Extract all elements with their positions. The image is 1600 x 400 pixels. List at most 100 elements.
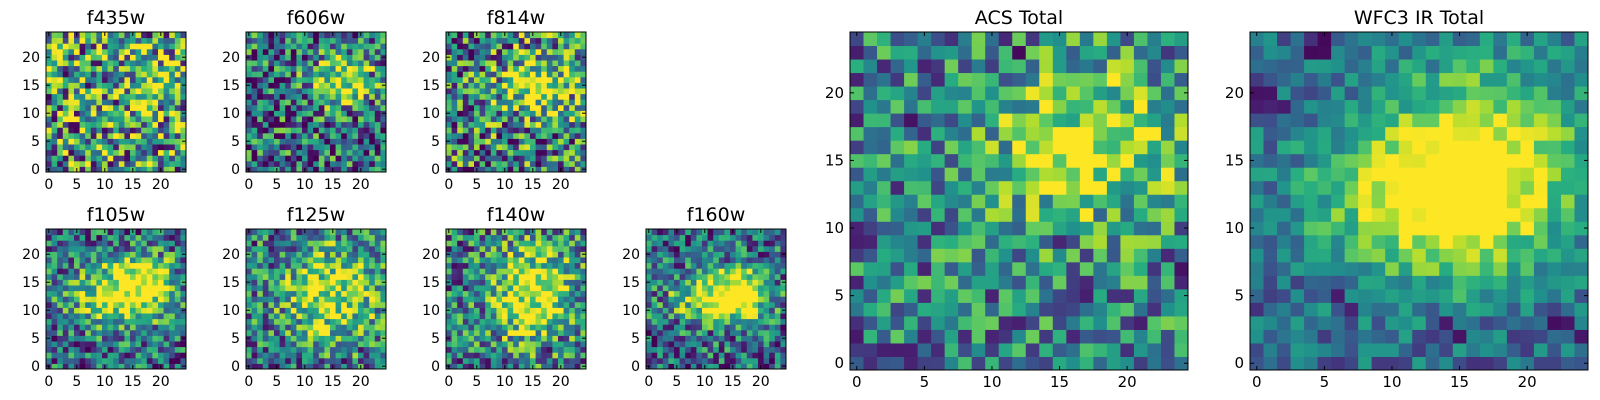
heatmap-cell — [363, 93, 370, 100]
heatmap-cell — [57, 88, 64, 95]
heatmap-cell — [496, 93, 503, 100]
heatmap-cell — [96, 324, 103, 331]
heatmap-cell — [124, 363, 131, 370]
heatmap-cell — [369, 65, 376, 72]
heatmap-cell — [746, 234, 753, 241]
heatmap-cell — [535, 110, 542, 117]
heatmap-cell — [513, 240, 520, 247]
heatmap-cell — [530, 329, 537, 336]
heatmap-cell — [79, 37, 86, 44]
heatmap-cell — [380, 65, 387, 72]
heatmap-cell — [141, 357, 148, 364]
heatmap-cell — [462, 262, 469, 269]
heatmap-cell — [346, 138, 353, 145]
heatmap-cell — [74, 65, 81, 72]
heatmap-cell — [130, 296, 137, 303]
heatmap-cell — [318, 149, 325, 156]
heatmap-cell — [246, 318, 253, 325]
heatmap-cell — [96, 296, 103, 303]
heatmap-cell — [51, 110, 58, 117]
heatmap-cell — [290, 65, 297, 72]
heatmap-cell — [102, 285, 109, 292]
heatmap-cell — [46, 65, 53, 72]
heatmap-cell — [580, 132, 587, 139]
heatmap-cell — [335, 121, 342, 128]
heatmap-cell — [118, 268, 125, 275]
heatmap-cell — [507, 245, 514, 252]
heatmap-cell — [146, 329, 153, 336]
heatmap-cell — [780, 240, 787, 247]
heatmap-cell — [877, 342, 892, 357]
heatmap-cell — [96, 335, 103, 342]
heatmap-cell — [702, 335, 709, 342]
heatmap-cell — [518, 273, 525, 280]
heatmap-cell — [569, 341, 576, 348]
heatmap-cell — [363, 60, 370, 67]
heatmap-cell — [735, 229, 742, 236]
heatmap-cell — [279, 82, 286, 89]
heatmap-cell — [724, 363, 731, 370]
heatmap-cell — [130, 234, 137, 241]
heatmap-cell — [324, 65, 331, 72]
heatmap-cell — [135, 296, 142, 303]
heatmap-cell — [318, 290, 325, 297]
heatmap-cell — [651, 262, 658, 269]
heatmap-cell — [130, 301, 137, 308]
x-tick-label: 0 — [244, 374, 253, 390]
heatmap-cell — [1093, 315, 1108, 330]
heatmap-cell — [524, 160, 531, 167]
heatmap-cell — [335, 82, 342, 89]
heatmap-cell — [662, 324, 669, 331]
heatmap-cell — [1079, 329, 1094, 344]
heatmap-cell — [290, 335, 297, 342]
heatmap-cell — [457, 121, 464, 128]
heatmap-cell — [358, 37, 365, 44]
heatmap-cell — [74, 104, 81, 111]
heatmap-cell — [958, 288, 973, 303]
y-tick-label: 15 — [422, 275, 440, 291]
heatmap-cell — [130, 110, 137, 117]
heatmap-cell — [324, 290, 331, 297]
heatmap-cell — [46, 341, 53, 348]
heatmap-cell — [998, 248, 1013, 263]
heatmap-cell — [530, 296, 537, 303]
heatmap-cell — [279, 93, 286, 100]
heatmap-cell — [451, 268, 458, 275]
heatmap-cell — [1133, 207, 1148, 222]
heatmap-cell — [85, 324, 92, 331]
heatmap-cell — [944, 167, 959, 182]
heatmap-cell — [57, 229, 64, 236]
heatmap-cell — [62, 245, 69, 252]
heatmap-cell — [496, 346, 503, 353]
heatmap-cell — [530, 301, 537, 308]
heatmap-cell — [251, 290, 258, 297]
heatmap-cell — [724, 273, 731, 280]
heatmap-cell — [496, 296, 503, 303]
heatmap-cell — [74, 313, 81, 320]
heatmap-cell — [374, 352, 381, 359]
heatmap-cell — [718, 357, 725, 364]
heatmap-cell — [490, 54, 497, 61]
heatmap-cell — [163, 71, 170, 78]
heatmap-cell — [257, 245, 264, 252]
x-tick-label: 15 — [324, 374, 342, 390]
heatmap-cell — [646, 245, 653, 252]
heatmap-cell — [380, 32, 387, 39]
heatmap-cell — [79, 352, 86, 359]
heatmap-cell — [290, 329, 297, 336]
heatmap-cell — [530, 234, 537, 241]
heatmap-cell — [130, 37, 137, 44]
heatmap-cell — [346, 93, 353, 100]
heatmap-cell — [51, 229, 58, 236]
heatmap-cell — [998, 261, 1013, 276]
heatmap-cell — [863, 221, 878, 236]
heatmap-cell — [285, 301, 292, 308]
heatmap-cell — [158, 262, 165, 269]
heatmap-cell — [307, 329, 314, 336]
heatmap-cell — [685, 301, 692, 308]
heatmap-cell — [296, 234, 303, 241]
heatmap-cell — [446, 268, 453, 275]
heatmap-cell — [68, 324, 75, 331]
heatmap-cell — [251, 341, 258, 348]
heatmap-cell — [290, 149, 297, 156]
